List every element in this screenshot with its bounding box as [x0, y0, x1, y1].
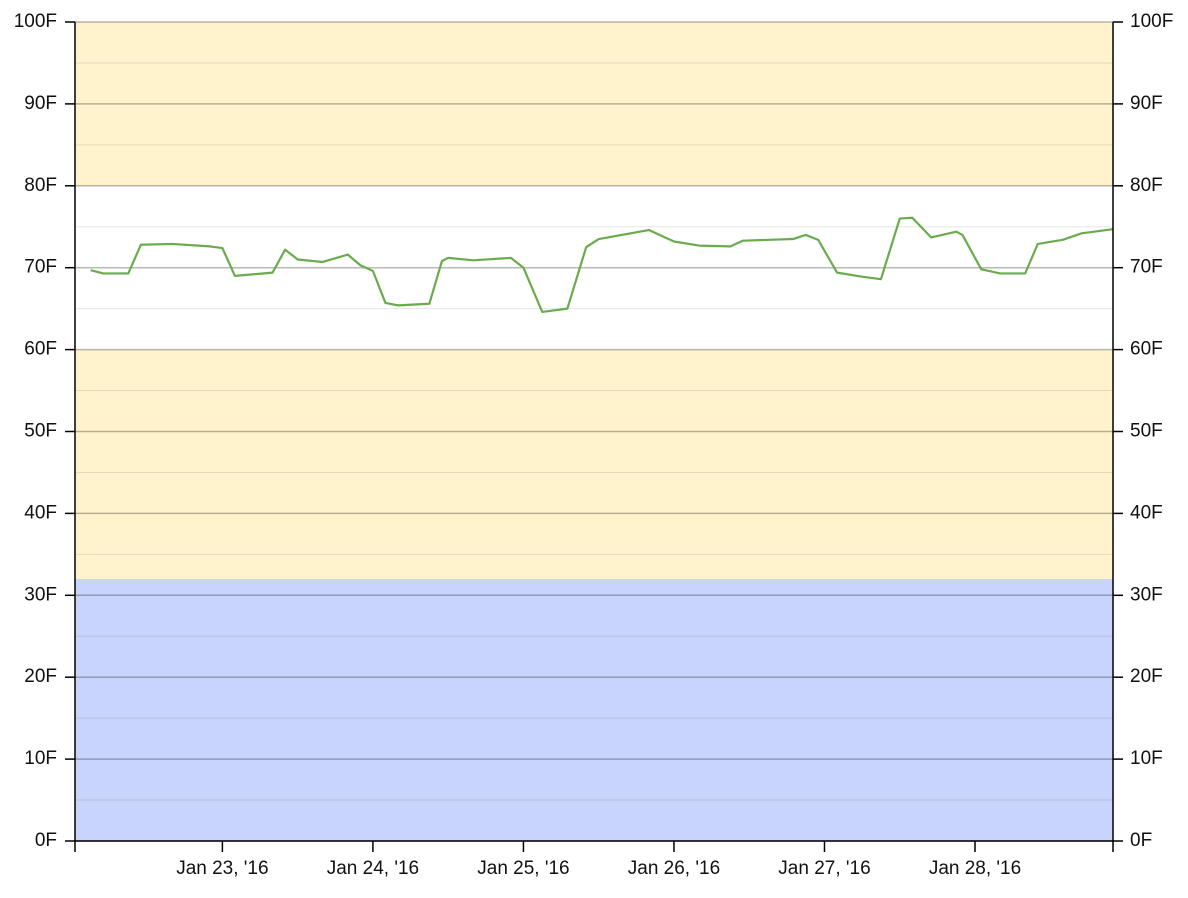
y2-tick-label: 30F	[1130, 584, 1163, 605]
x-tick-label: Jan 27, '16	[778, 858, 870, 879]
band	[75, 22, 1113, 186]
x-tick-label: Jan 26, '16	[628, 858, 720, 879]
plot	[90, 216, 1114, 314]
band	[75, 349, 1113, 579]
y2-tick-label: 0F	[1130, 830, 1152, 851]
y-tick-label: 90F	[24, 93, 57, 114]
axes	[65, 21, 1123, 852]
y-tick-label: 0F	[35, 830, 57, 851]
y2-tick-label: 20F	[1130, 666, 1163, 687]
x-tick-label: Jan 28, '16	[929, 858, 1021, 879]
y-tick-label: 40F	[24, 502, 57, 523]
y-tick-label: 100F	[14, 11, 57, 32]
x-tick-label: Jan 23, '16	[176, 858, 268, 879]
y-tick-label: 80F	[24, 175, 57, 196]
y2-tick-label: 100F	[1130, 11, 1173, 32]
y2-tick-label: 70F	[1130, 257, 1163, 278]
x-tick-label: Jan 24, '16	[327, 858, 419, 879]
bands	[75, 22, 1113, 841]
y2-tick-label: 80F	[1130, 175, 1163, 196]
band	[75, 578, 1113, 841]
band	[75, 185, 1113, 350]
y2-tick-label: 40F	[1130, 502, 1163, 523]
grid	[75, 21, 1113, 842]
series-line	[90, 216, 1114, 314]
y-tick-label: 30F	[24, 584, 57, 605]
y-tick-label: 50F	[24, 421, 57, 442]
y2-tick-label: 60F	[1130, 339, 1163, 360]
y-tick-label: 70F	[24, 257, 57, 278]
y2-tick-label: 10F	[1130, 748, 1163, 769]
y-tick-label: 10F	[24, 748, 57, 769]
x-tick-label: Jan 25, '16	[477, 858, 569, 879]
y-tick-label: 20F	[24, 666, 57, 687]
y-tick-label: 60F	[24, 339, 57, 360]
y2-tick-label: 90F	[1130, 93, 1163, 114]
y2-tick-label: 50F	[1130, 421, 1163, 442]
